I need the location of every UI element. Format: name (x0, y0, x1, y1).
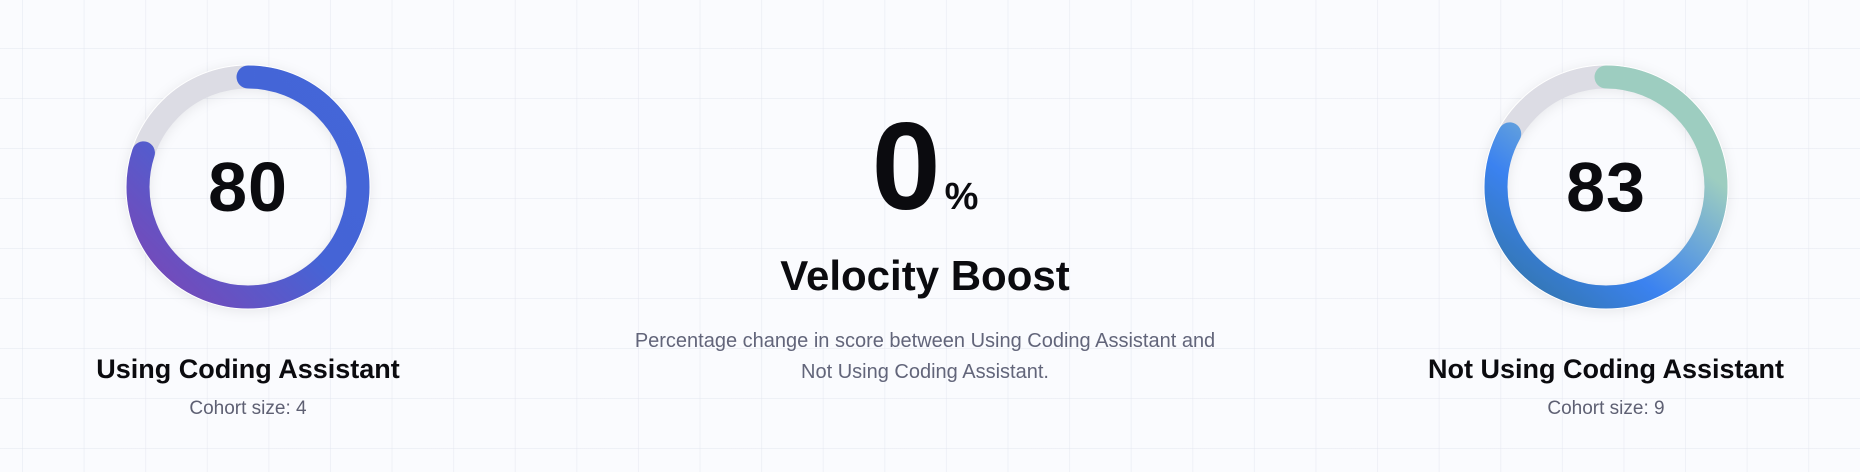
velocity-value: 0% (625, 105, 1225, 229)
ring-outline (1483, 64, 1729, 310)
velocity-number: 0 (871, 98, 941, 236)
cohort-label: Using Coding Assistant (96, 354, 400, 384)
score-ring-not-using-assistant: 83 (1476, 57, 1736, 317)
velocity-title: Velocity Boost (780, 252, 1070, 299)
score-value: 83 (1566, 148, 1646, 226)
progress-ring (125, 64, 371, 310)
velocity-description: Percentage change in score between Using… (634, 330, 1216, 383)
progress-ring (1483, 64, 1729, 310)
ring-progress-arc (126, 65, 370, 309)
ring-progress-arc (1484, 65, 1728, 309)
cohort-size: Cohort size: 4 (189, 398, 307, 419)
cohort-label: Not Using Coding Assistant (1428, 354, 1784, 384)
score-value: 80 (208, 148, 288, 226)
velocity-unit: % (944, 176, 979, 218)
cohort-size: Cohort size: 9 (1547, 398, 1665, 419)
score-ring-using-assistant: 80 (118, 57, 378, 317)
ring-outline (125, 64, 371, 310)
